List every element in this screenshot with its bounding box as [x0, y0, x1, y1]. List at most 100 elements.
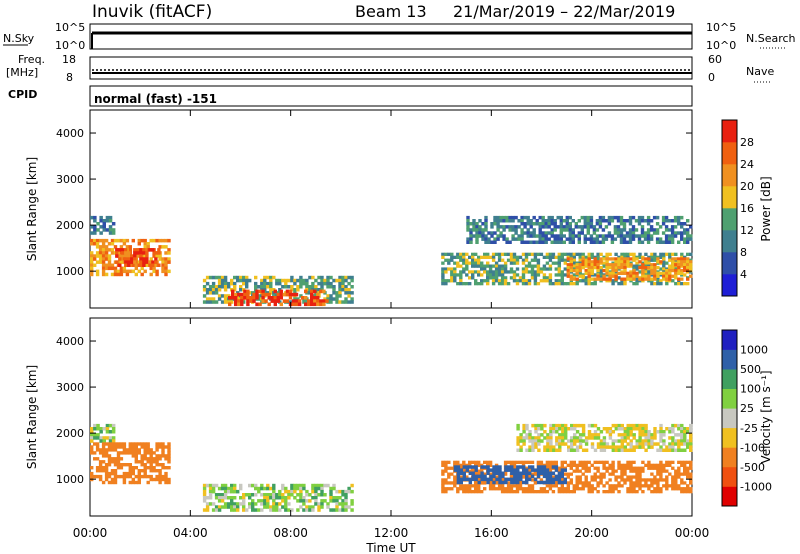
power-cell [208, 291, 213, 295]
velocity-cell [290, 483, 294, 488]
power-cell [683, 282, 687, 286]
velocity-cell [596, 433, 601, 437]
power-cell [490, 222, 494, 226]
velocity-cell [548, 487, 553, 491]
power-cell [544, 231, 548, 235]
velocity-cell [555, 430, 559, 434]
power-cell [620, 266, 624, 270]
velocity-cell [542, 465, 547, 469]
velocity-cell [546, 445, 550, 449]
power-cell [653, 271, 657, 275]
velocity-cell [659, 475, 663, 479]
velocity-cell [644, 433, 648, 437]
velocity-cell [611, 484, 615, 488]
power-cell [326, 285, 330, 289]
velocity-cell [641, 433, 645, 437]
velocity-cell [561, 427, 565, 431]
power-cell [653, 258, 657, 262]
velocity-cell [344, 502, 348, 506]
power-cell [249, 296, 253, 300]
power-cell [302, 300, 306, 304]
power-cell [659, 279, 663, 283]
velocity-cell [512, 460, 517, 464]
power-cell [496, 222, 500, 226]
power-cell [667, 234, 672, 238]
velocity-cell [590, 490, 594, 494]
velocity-cell [498, 474, 502, 479]
power-cell [296, 278, 300, 283]
power-cell [536, 261, 541, 265]
velocity-cell [149, 451, 153, 455]
power-cell [101, 254, 106, 258]
velocity-cell [245, 493, 249, 497]
power-cell [477, 282, 481, 286]
power-cell [689, 234, 693, 238]
velocity-cell [459, 484, 463, 488]
power-cell [670, 234, 675, 238]
velocity-cell [302, 508, 306, 512]
power-cell [647, 261, 651, 265]
power-cell [541, 222, 545, 226]
power-cell [646, 228, 651, 232]
power-cell [530, 252, 535, 256]
power-cell [450, 276, 454, 280]
power-cell [101, 251, 106, 255]
power-cell [116, 238, 121, 243]
power-cell [611, 263, 615, 267]
power-cell [686, 277, 690, 281]
power-cell [545, 261, 550, 265]
velocity-cell [341, 489, 345, 494]
power-cell [217, 285, 222, 289]
velocity-cell [516, 427, 520, 431]
velocity-cell [278, 493, 282, 497]
power-cell [231, 289, 235, 294]
velocity-cell [462, 477, 466, 482]
power-cell [533, 255, 538, 259]
velocity-cell [653, 475, 657, 479]
power-cell [118, 263, 122, 267]
velocity-cell [447, 487, 451, 491]
velocity-cell [308, 505, 312, 509]
power-cell [640, 219, 645, 223]
power-cell [242, 281, 246, 286]
velocity-cell [208, 483, 213, 488]
velocity-cell [561, 436, 565, 440]
velocity-cell [99, 430, 103, 434]
velocity-cell [99, 436, 103, 440]
velocity-cell [620, 478, 624, 482]
velocity-cell [107, 445, 112, 449]
power-cell [113, 266, 118, 271]
power-cell [515, 261, 520, 265]
power-cell [644, 266, 648, 270]
power-cell [293, 278, 297, 283]
velocity-cell [546, 439, 550, 443]
velocity-cell [578, 481, 582, 485]
power-cell [234, 302, 238, 307]
power-cell [322, 289, 326, 294]
velocity-cell [647, 436, 651, 440]
power-cell [107, 254, 112, 258]
velocity-cell [444, 481, 448, 485]
velocity-cell [557, 480, 562, 485]
x-axis-ticks: 00:00 04:00 08:00 12:00 16:00 20:00 00:00 [73, 110, 709, 540]
power-cell [258, 289, 262, 294]
velocity-cell [284, 486, 288, 491]
nave-top-tick: 60 [708, 53, 722, 66]
power-cell [278, 278, 282, 283]
velocity-cell [590, 475, 594, 479]
power-cell [626, 274, 630, 278]
velocity-cell [105, 427, 110, 431]
power-cell [557, 270, 561, 274]
power-cell [655, 215, 660, 220]
power-cell [617, 257, 621, 261]
power-cell [223, 275, 228, 280]
power-cell [563, 273, 567, 277]
velocity-cell [638, 484, 642, 488]
velocity-cell [656, 466, 660, 470]
power-cell [462, 261, 466, 265]
power-cell [101, 238, 106, 243]
velocity-cell [620, 463, 624, 467]
velocity-cell [659, 445, 663, 449]
velocity-cell [525, 427, 529, 431]
power-cell [335, 297, 339, 301]
